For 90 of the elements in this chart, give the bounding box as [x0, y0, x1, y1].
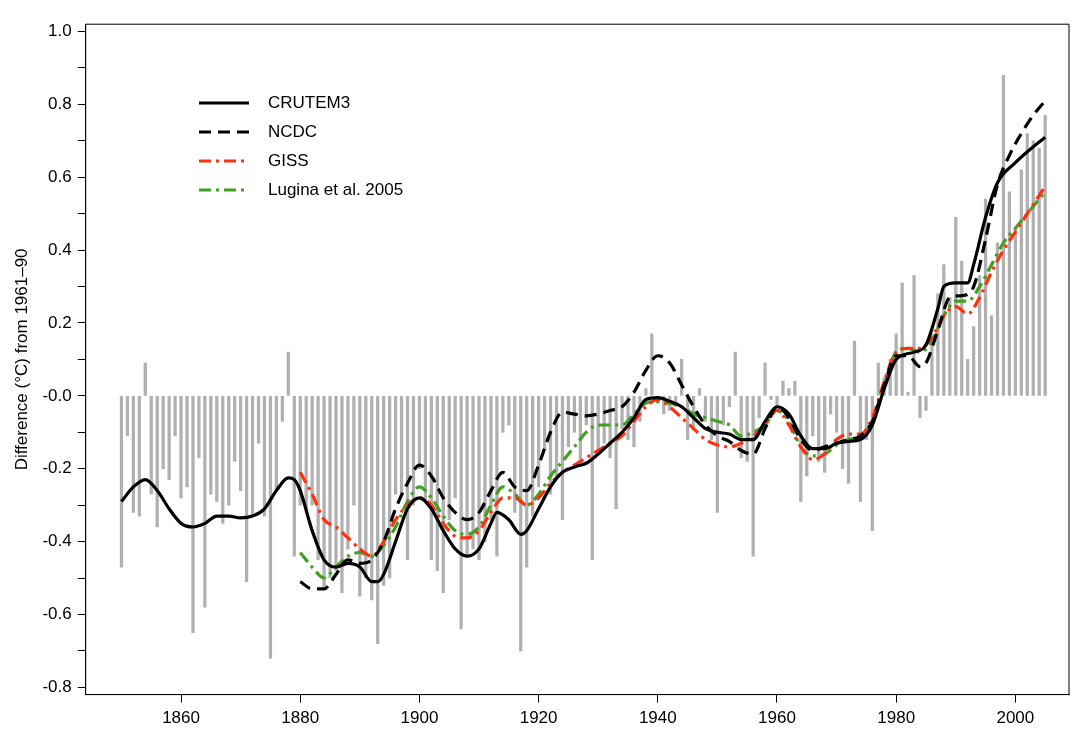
bar — [1037, 147, 1041, 396]
bar — [614, 396, 618, 510]
y-tick-label: -0.2 — [42, 458, 72, 478]
legend-label: Lugina et al. 2005 — [268, 179, 404, 201]
y-tick-label: 1.0 — [48, 21, 72, 41]
legend-label: CRUTEM3 — [268, 92, 351, 114]
x-tick-label: 1860 — [162, 708, 200, 728]
bar — [989, 315, 994, 396]
bar — [834, 396, 839, 433]
bar — [203, 396, 207, 608]
bar — [328, 396, 332, 579]
x-tick-label: 1980 — [877, 708, 916, 728]
bar — [697, 388, 702, 396]
y-tick-label: 0.4 — [48, 239, 72, 259]
legend-label: NCDC — [268, 121, 318, 143]
bar — [316, 396, 320, 561]
y-tick-label: -0.8 — [42, 677, 72, 696]
y-tick-label: -0.4 — [42, 531, 72, 551]
bar — [280, 396, 284, 422]
bar — [125, 396, 130, 437]
bar — [906, 391, 910, 396]
y-tick-label: 0.6 — [48, 166, 72, 186]
x-tick-label: 1900 — [400, 708, 439, 728]
bar — [1007, 191, 1012, 396]
x-tick-label: 1920 — [519, 708, 558, 728]
bar — [215, 396, 219, 502]
bar — [322, 396, 326, 590]
bar — [787, 388, 791, 396]
bar — [346, 396, 350, 550]
bar — [501, 396, 505, 433]
bar — [811, 396, 815, 437]
bar — [393, 396, 398, 495]
bar — [143, 362, 147, 396]
bar — [256, 396, 261, 444]
bar — [227, 396, 231, 506]
bar — [352, 396, 356, 506]
bar — [399, 396, 404, 495]
bar — [191, 396, 195, 633]
x-tick-label: 1940 — [638, 708, 677, 728]
bar — [733, 351, 737, 396]
bar — [1043, 114, 1047, 396]
bar — [244, 396, 249, 582]
bar — [167, 396, 171, 480]
bar — [781, 380, 785, 396]
bar — [793, 380, 797, 396]
bar — [644, 388, 648, 396]
bar — [507, 396, 511, 426]
bar — [495, 396, 499, 557]
x-tick-label: 2000 — [996, 708, 1035, 728]
bar — [966, 359, 970, 396]
bar — [465, 396, 469, 557]
bar — [185, 396, 189, 488]
bar — [233, 396, 237, 462]
bar — [828, 396, 833, 415]
bar — [268, 396, 273, 659]
y-tick-label: 0.8 — [48, 94, 72, 114]
bar — [972, 326, 976, 396]
bar — [852, 340, 857, 396]
bar — [763, 362, 767, 396]
bar — [209, 396, 213, 495]
bar — [179, 396, 183, 499]
bar — [334, 396, 338, 572]
y-tick-label: -0.6 — [42, 604, 72, 624]
bar — [197, 396, 201, 459]
bar — [924, 396, 928, 411]
bar — [477, 396, 481, 561]
y-tick-label: -0.0 — [42, 385, 72, 405]
bar — [286, 351, 290, 396]
bar — [757, 396, 761, 419]
bar — [1019, 169, 1023, 396]
bar — [119, 396, 124, 568]
y-tick-label: 0.2 — [48, 312, 72, 332]
bar — [250, 396, 255, 517]
bar — [918, 396, 922, 419]
bar — [769, 396, 773, 400]
y-axis-title: Difference (°C) from 1961–90 — [11, 248, 31, 471]
bar — [239, 396, 243, 491]
bar — [727, 396, 731, 408]
bar — [161, 396, 165, 470]
x-tick-label: 1960 — [758, 708, 796, 728]
bar — [173, 396, 177, 437]
bar — [340, 396, 344, 593]
legend-label: GISS — [268, 150, 309, 172]
bar — [453, 396, 457, 499]
bar — [876, 362, 880, 396]
bar — [471, 396, 475, 550]
x-tick-label: 1880 — [281, 708, 320, 728]
bar — [912, 275, 916, 396]
bar — [721, 396, 725, 426]
bar — [650, 333, 654, 396]
